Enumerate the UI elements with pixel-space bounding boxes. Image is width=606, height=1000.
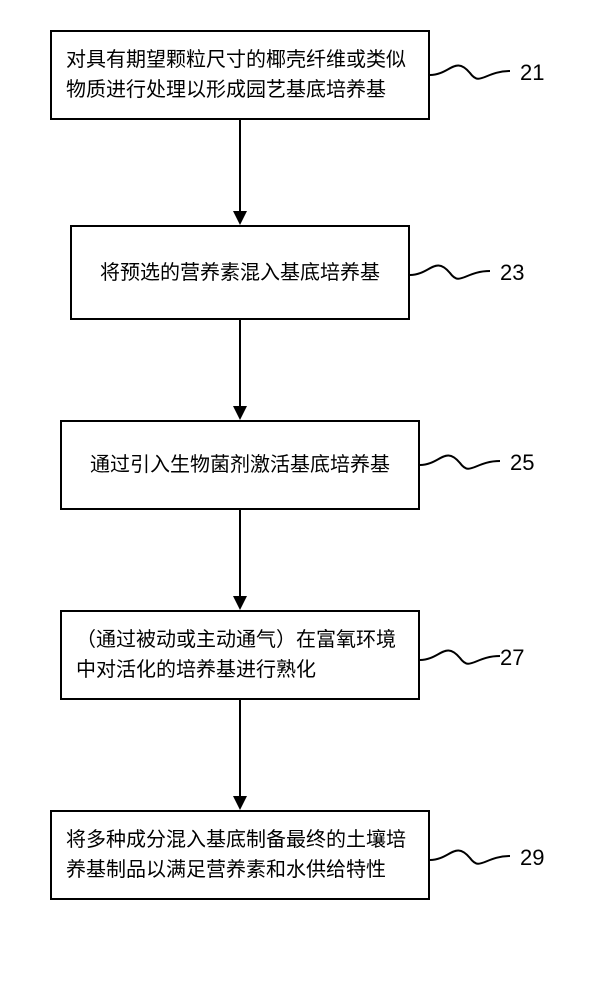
flow-node-label-step25: 25 [510, 450, 534, 476]
flow-node-text: 通过引入生物菌剂激活基底培养基 [76, 450, 404, 480]
flow-arrow [230, 320, 250, 420]
flow-node-step27: （通过被动或主动通气）在富氧环境中对活化的培养基进行熟化 [60, 610, 420, 700]
flow-node-label-step27: 27 [500, 645, 524, 671]
flow-node-text: 将多种成分混入基底制备最终的土壤培养基制品以满足营养素和水供给特性 [66, 825, 414, 885]
flow-node-text: 对具有期望颗粒尺寸的椰壳纤维或类似物质进行处理以形成园艺基底培养基 [66, 45, 414, 105]
flow-node-step29: 将多种成分混入基底制备最终的土壤培养基制品以满足营养素和水供给特性 [50, 810, 430, 900]
flow-node-label-step29: 29 [520, 845, 544, 871]
connector-squiggle [430, 850, 510, 890]
connector-squiggle [430, 65, 510, 105]
connector-squiggle [410, 265, 490, 305]
flow-node-step25: 通过引入生物菌剂激活基底培养基 [60, 420, 420, 510]
flow-node-step23: 将预选的营养素混入基底培养基 [70, 225, 410, 320]
flow-node-label-step21: 21 [520, 60, 544, 86]
flow-node-label-step23: 23 [500, 260, 524, 286]
connector-squiggle [420, 650, 500, 690]
flow-node-step21: 对具有期望颗粒尺寸的椰壳纤维或类似物质进行处理以形成园艺基底培养基 [50, 30, 430, 120]
flow-arrow [230, 510, 250, 610]
connector-squiggle [420, 455, 500, 495]
flow-arrow [230, 120, 250, 225]
flow-node-text: 将预选的营养素混入基底培养基 [90, 258, 390, 288]
flowchart-canvas: 对具有期望颗粒尺寸的椰壳纤维或类似物质进行处理以形成园艺基底培养基 21 将预选的营… [0, 0, 606, 1000]
flow-arrow [230, 700, 250, 810]
flow-node-text: （通过被动或主动通气）在富氧环境中对活化的培养基进行熟化 [76, 625, 404, 685]
